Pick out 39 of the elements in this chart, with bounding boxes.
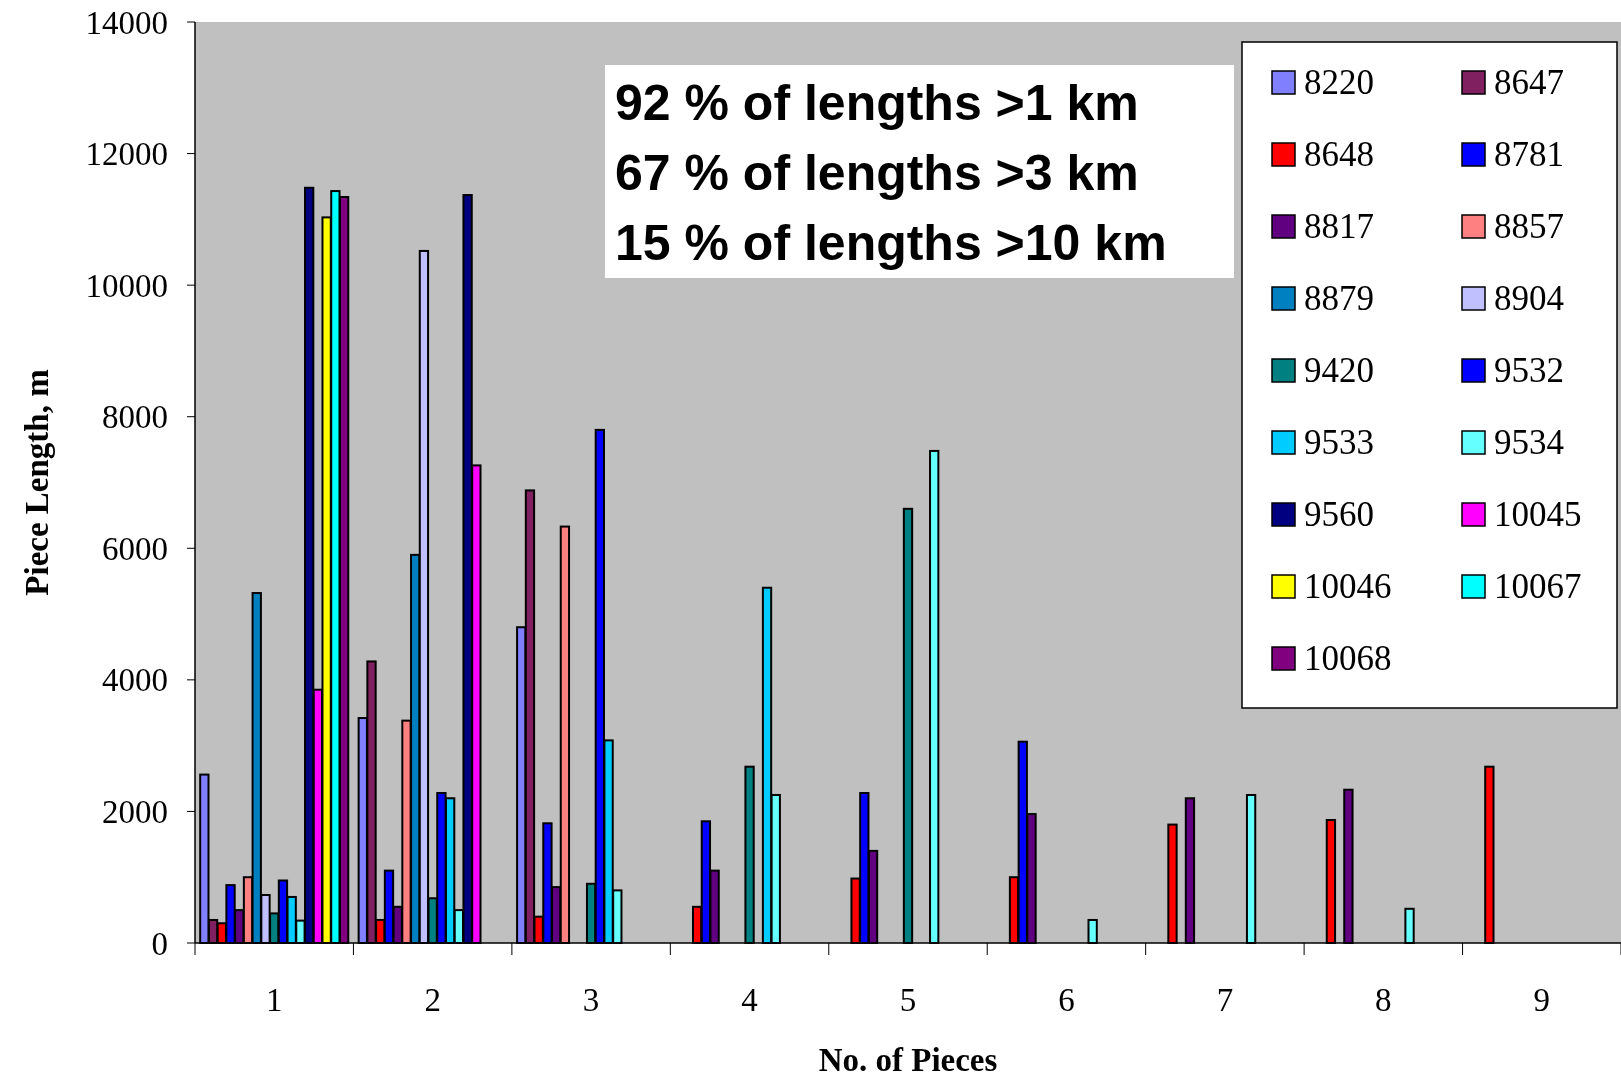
y-tick-label: 4000 — [102, 662, 168, 699]
x-tick-label: 5 — [899, 982, 917, 1018]
y-tick-label: 12000 — [85, 136, 168, 173]
legend-label: 9532 — [1494, 351, 1564, 391]
legend-label: 8879 — [1304, 279, 1374, 319]
x-tick-label: 2 — [424, 982, 441, 1018]
legend-label: 8904 — [1494, 279, 1564, 319]
x-tick-label: 8 — [1375, 982, 1392, 1018]
legend-label: 10067 — [1494, 567, 1582, 607]
legend-label: 9534 — [1494, 423, 1564, 463]
y-tick-label: 8000 — [102, 399, 168, 436]
legend-label: 8857 — [1494, 207, 1564, 247]
y-tick-label: 2000 — [102, 793, 168, 830]
annotation: 15 % of lengths >10 km — [615, 215, 1167, 271]
legend-label: 8781 — [1494, 135, 1564, 175]
x-tick-label: 1 — [265, 982, 283, 1018]
x-tick-label: 4 — [741, 982, 758, 1018]
legend-label: 9533 — [1304, 423, 1374, 463]
annotation: 92 % of lengths >1 km — [615, 75, 1139, 131]
legend-label: 10045 — [1494, 495, 1582, 535]
legend-label: 8648 — [1304, 135, 1374, 175]
y-tick-label: 0 — [151, 925, 168, 962]
legend-label: 9560 — [1304, 495, 1374, 535]
legend-label: 8647 — [1494, 63, 1564, 103]
legend-label: 8817 — [1304, 207, 1374, 247]
legend-label: 10046 — [1304, 567, 1392, 607]
legend-label: 10068 — [1304, 639, 1392, 679]
y-axis-title: Piece Length, m — [19, 369, 55, 596]
x-axis-title: No. of Pieces — [818, 1042, 998, 1078]
y-tick-label: 6000 — [102, 530, 168, 567]
x-tick-label: 3 — [582, 982, 600, 1018]
x-tick-label: 9 — [1533, 982, 1551, 1018]
annotation: 67 % of lengths >3 km — [615, 145, 1139, 201]
y-tick-label: 14000 — [85, 4, 168, 41]
x-tick-label: 7 — [1216, 982, 1234, 1018]
legend-label: 8220 — [1304, 63, 1374, 103]
y-tick-label: 10000 — [85, 267, 168, 304]
legend-label: 9420 — [1304, 351, 1374, 391]
x-tick-label: 6 — [1058, 982, 1075, 1018]
